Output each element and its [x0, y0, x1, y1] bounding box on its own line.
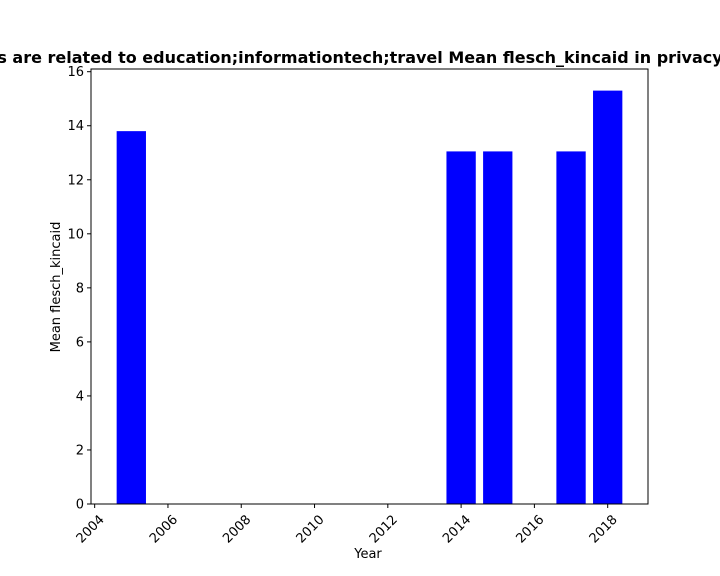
x-tick-label-3: 2010 — [294, 512, 328, 546]
bar-2005 — [116, 131, 146, 504]
x-tick-label-1: 2006 — [147, 512, 181, 546]
bar-2014 — [446, 151, 476, 504]
bars-group — [116, 90, 623, 505]
y-tick-label-7: 14 — [67, 119, 84, 134]
y-tick-label-2: 4 — [76, 389, 84, 404]
x-axis: 2004 2006 2008 2010 2012 2014 2016 2018 — [74, 504, 621, 546]
y-tick-label-6: 12 — [67, 173, 84, 188]
x-tick-label-0: 2004 — [74, 512, 108, 546]
y-tick-label-5: 10 — [67, 227, 84, 242]
y-tick-label-0: 0 — [76, 498, 84, 513]
y-tick-label-4: 8 — [76, 281, 84, 296]
y-axis-label: Mean flesch_kincaid — [49, 222, 64, 353]
plot-frame — [90, 68, 649, 505]
x-tick-label-7: 2018 — [587, 512, 621, 546]
y-axis: 0 2 4 6 8 10 12 14 16 — [67, 65, 91, 513]
bar-2015 — [483, 151, 513, 504]
bar-2017 — [556, 151, 586, 504]
x-tick-label-4: 2012 — [367, 512, 401, 546]
y-tick-label-3: 6 — [76, 335, 84, 350]
x-tick-label-2: 2008 — [220, 512, 254, 546]
x-tick-label-5: 2014 — [440, 512, 474, 546]
y-tick-label-8: 16 — [67, 65, 84, 80]
chart-title: s are related to education;informationte… — [0, 48, 720, 67]
x-axis-label: Year — [353, 547, 382, 562]
x-tick-label-6: 2016 — [513, 512, 547, 546]
bar-2018 — [593, 90, 623, 505]
y-tick-label-1: 2 — [76, 443, 84, 458]
